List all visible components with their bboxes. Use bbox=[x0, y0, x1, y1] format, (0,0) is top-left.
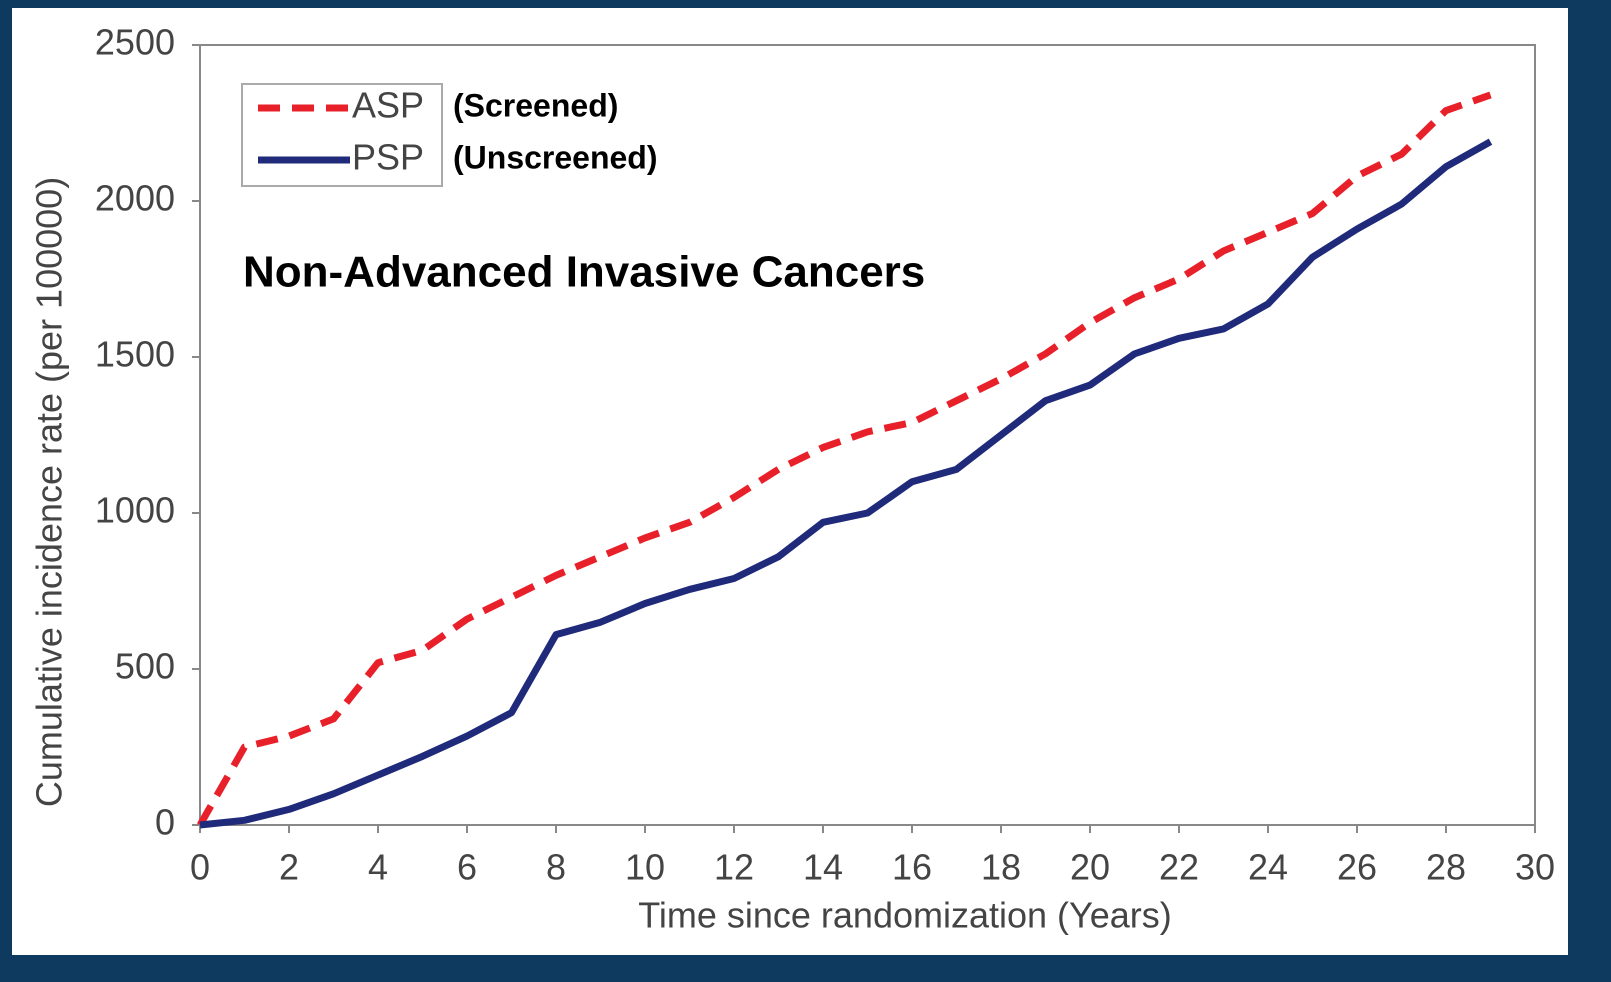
x-tick-label: 24 bbox=[1248, 847, 1288, 888]
x-tick-label: 14 bbox=[803, 847, 843, 888]
x-tick-label: 10 bbox=[625, 847, 665, 888]
legend-label: PSP bbox=[352, 137, 424, 178]
legend-label: ASP bbox=[352, 85, 424, 126]
y-axis-label: Cumulative incidence rate (per 100000) bbox=[29, 177, 70, 807]
annotation: (Unscreened) bbox=[453, 139, 658, 175]
y-tick-label: 2000 bbox=[95, 178, 175, 219]
annotation: (Screened) bbox=[453, 87, 618, 123]
series-line bbox=[199, 138, 1493, 829]
x-tick-label: 4 bbox=[368, 847, 388, 888]
x-tick-label: 0 bbox=[190, 847, 210, 888]
y-tick-label: 2500 bbox=[95, 22, 175, 63]
chart-title: Non-Advanced Invasive Cancers bbox=[243, 248, 925, 297]
x-tick-label: 20 bbox=[1070, 847, 1110, 888]
legend-box bbox=[241, 83, 443, 187]
x-tick-label: 22 bbox=[1159, 847, 1199, 888]
x-tick-label: 18 bbox=[981, 847, 1021, 888]
x-tick-label: 26 bbox=[1337, 847, 1377, 888]
x-tick-label: 8 bbox=[546, 847, 566, 888]
y-tick-label: 1000 bbox=[95, 490, 175, 531]
y-tick-label: 0 bbox=[155, 802, 175, 843]
x-tick-label: 28 bbox=[1426, 847, 1466, 888]
x-tick-label: 2 bbox=[279, 847, 299, 888]
y-tick-label: 1500 bbox=[95, 334, 175, 375]
x-tick-label: 30 bbox=[1515, 847, 1555, 888]
x-tick-label: 12 bbox=[714, 847, 754, 888]
y-tick-label: 500 bbox=[115, 646, 175, 687]
x-tick-label: 6 bbox=[457, 847, 477, 888]
plot-frame bbox=[199, 44, 1536, 826]
x-axis-label: Time since randomization (Years) bbox=[638, 895, 1172, 936]
series-line bbox=[196, 91, 1492, 827]
x-tick-label: 16 bbox=[892, 847, 932, 888]
